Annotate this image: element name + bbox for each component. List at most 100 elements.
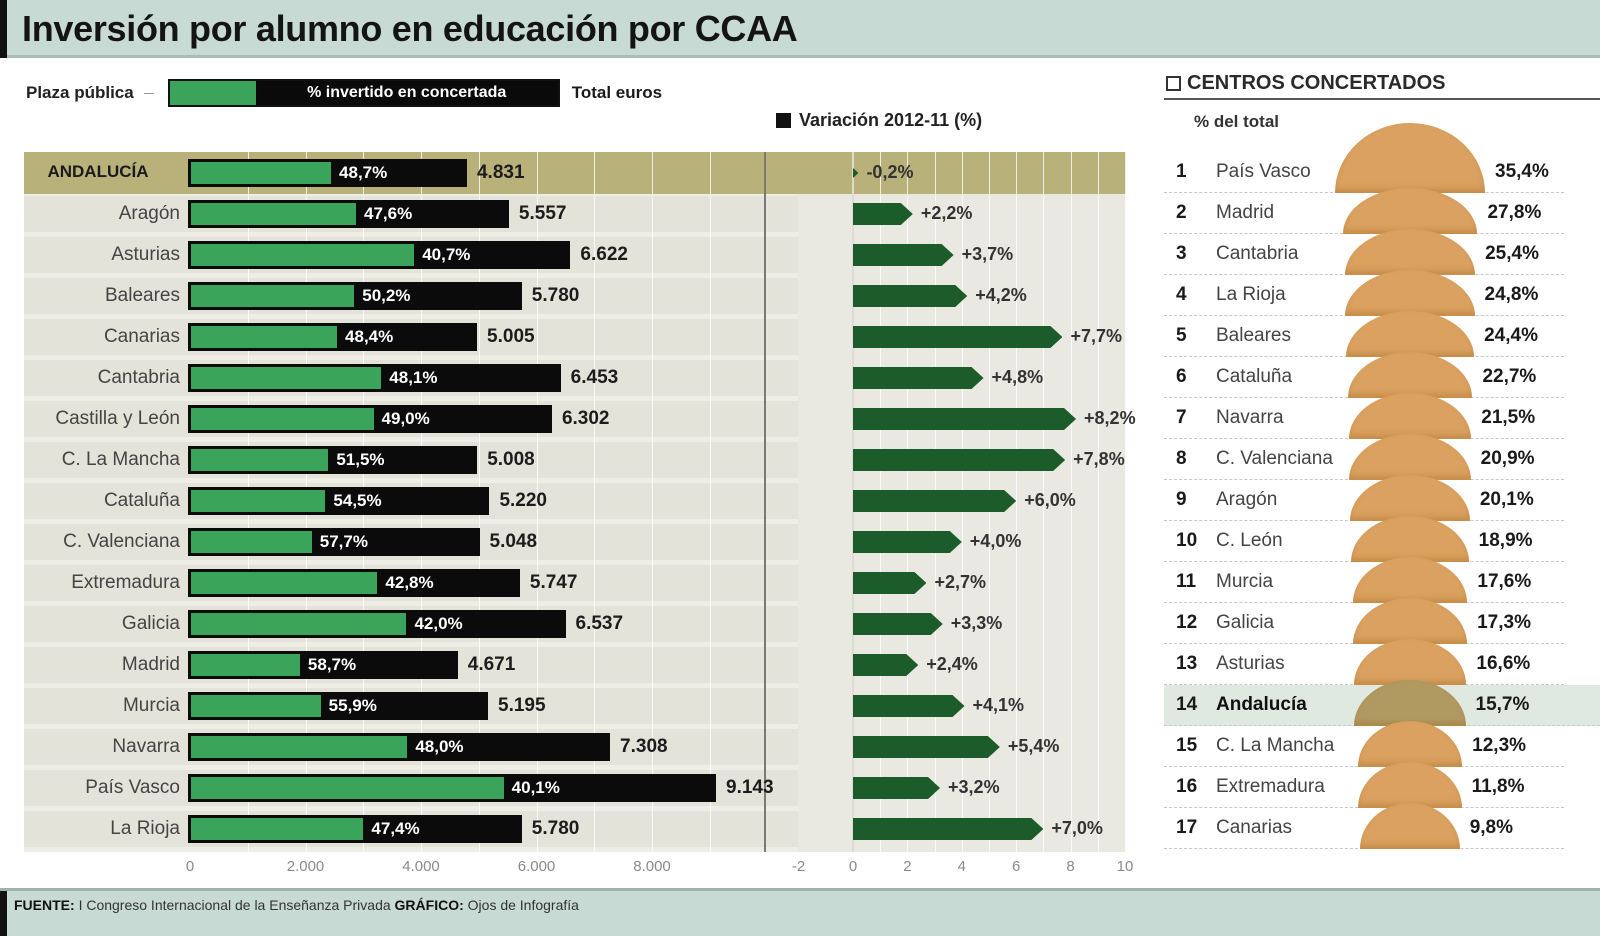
- rank-value: 20,9%: [1480, 448, 1535, 469]
- public-segment: [191, 203, 357, 225]
- total-euros: 5.195: [498, 695, 546, 716]
- rank-value: 24,8%: [1484, 284, 1539, 305]
- variation-value: +6,0%: [1024, 490, 1076, 510]
- variation-arrow: [853, 531, 962, 553]
- centros-subtitle: % del total: [1194, 112, 1280, 131]
- variation-arrow: [853, 613, 943, 635]
- rank-value: 18,9%: [1478, 530, 1533, 551]
- gridline: [1016, 152, 1018, 852]
- graphic-text: Ojos de Infografía: [467, 897, 579, 913]
- region-label: Baleares: [105, 285, 180, 306]
- rank-number: 14: [1176, 694, 1198, 715]
- rank-region: Aragón: [1216, 489, 1278, 510]
- variation-arrow: [853, 818, 1043, 840]
- rank-value: 27,8%: [1487, 202, 1542, 223]
- variation-value: +4,1%: [972, 695, 1025, 715]
- rank-number: 11: [1176, 571, 1197, 592]
- investment-bar: 58,7%: [188, 651, 458, 679]
- rank-region: Madrid: [1216, 202, 1275, 223]
- public-segment: [191, 613, 407, 635]
- rank-value: 21,5%: [1481, 407, 1536, 428]
- variation-value: +7,0%: [1051, 818, 1103, 838]
- investment-bar: 42,0%: [188, 610, 566, 638]
- variation-arrow: [853, 408, 1076, 430]
- total-euros: 5.048: [489, 531, 538, 552]
- concertada-percent: 48,4%: [345, 327, 394, 346]
- footer-credits: FUENTE: I Congreso Internacional de la E…: [14, 897, 579, 913]
- euros-axis-tick: 4.000: [402, 858, 440, 875]
- concertada-percent: 47,6%: [364, 204, 413, 223]
- region-label: Cantabria: [97, 367, 180, 388]
- rank-region: Cantabria: [1216, 243, 1299, 264]
- variation-axis-tick: 6: [1012, 858, 1021, 875]
- concertada-percent: 48,0%: [415, 737, 464, 756]
- public-segment: [191, 162, 332, 184]
- total-euros: 6.453: [570, 367, 619, 388]
- rank-number: 7: [1176, 407, 1187, 428]
- rank-region: Canarias: [1216, 817, 1293, 838]
- investment-bar: 42,8%: [188, 569, 520, 597]
- rank-region: Galicia: [1216, 612, 1275, 633]
- public-segment: [191, 490, 326, 512]
- variation-square-icon: [776, 113, 791, 128]
- variation-label: Variación 2012-11 (%): [799, 110, 983, 130]
- total-euros: 4.831: [476, 162, 525, 183]
- rank-number: 3: [1176, 243, 1187, 264]
- total-euros: 5.557: [518, 203, 567, 224]
- public-segment: [191, 654, 300, 676]
- variation-arrow: [853, 203, 913, 225]
- variation-value: +2,2%: [920, 203, 973, 223]
- euros-axis-tick: 8.000: [633, 858, 671, 875]
- variation-arrow: [853, 162, 858, 184]
- gridline: [536, 152, 538, 852]
- title-bar: Inversión por alumno en educación por CC…: [0, 0, 1600, 58]
- variation-arrow: [853, 449, 1065, 471]
- variation-value: +2,7%: [934, 572, 986, 592]
- rank-value: 11,8%: [1471, 776, 1525, 797]
- region-label: Cataluña: [103, 490, 180, 511]
- total-euros: 6.537: [575, 613, 624, 634]
- rank-region: Asturias: [1216, 653, 1285, 674]
- public-segment: [191, 408, 374, 430]
- panel-divider: [764, 152, 766, 852]
- total-euros: 6.622: [580, 244, 628, 265]
- investment-bar: 48,7%: [188, 159, 467, 187]
- region-label: Canarias: [103, 326, 180, 347]
- variation-arrow: [853, 326, 1062, 348]
- concertada-percent: 42,8%: [385, 573, 434, 592]
- rank-number: 4: [1176, 284, 1187, 305]
- legend-plaza-publica: Plaza pública: [26, 83, 134, 102]
- legend-green-swatch: [169, 81, 256, 105]
- total-euros: 6.302: [561, 408, 610, 429]
- public-segment: [191, 244, 415, 266]
- region-label: Madrid: [121, 654, 180, 675]
- variation-value: +8,2%: [1084, 408, 1136, 428]
- total-euros: 5.005: [487, 326, 535, 347]
- chart-title: Inversión por alumno en educación por CC…: [22, 8, 798, 49]
- investment-bar: 51,5%: [188, 446, 478, 474]
- concertada-percent: 55,9%: [328, 696, 377, 715]
- gridline: [1070, 152, 1072, 852]
- investment-bar: 54,5%: [188, 487, 490, 515]
- variation-arrow: [853, 654, 918, 676]
- region-label: Castilla y León: [55, 408, 180, 429]
- rank-region: Cataluña: [1216, 366, 1293, 387]
- region-label: La Rioja: [110, 818, 180, 839]
- total-euros: 9.143: [726, 777, 774, 798]
- variation-value: +7,8%: [1073, 449, 1125, 469]
- investment-bar: 57,7%: [188, 528, 480, 556]
- region-label: Extremadura: [71, 572, 180, 593]
- source-label: FUENTE:: [14, 897, 75, 913]
- legend-concertada-label: % invertido en concertada: [255, 81, 558, 105]
- variation-arrow: [853, 490, 1016, 512]
- public-segment: [191, 449, 329, 471]
- gridline: [1097, 152, 1099, 852]
- legend-bar-swatch: % invertido en concertada: [167, 79, 560, 107]
- rank-number: 6: [1176, 366, 1187, 387]
- variation-legend: Variación 2012-11 (%): [776, 110, 982, 131]
- footer: FUENTE: I Congreso Internacional de la E…: [0, 888, 1600, 936]
- concertada-percent: 40,7%: [422, 245, 471, 264]
- public-segment: [191, 818, 364, 840]
- variation-value: +4,2%: [975, 285, 1027, 305]
- rank-number: 8: [1176, 448, 1187, 469]
